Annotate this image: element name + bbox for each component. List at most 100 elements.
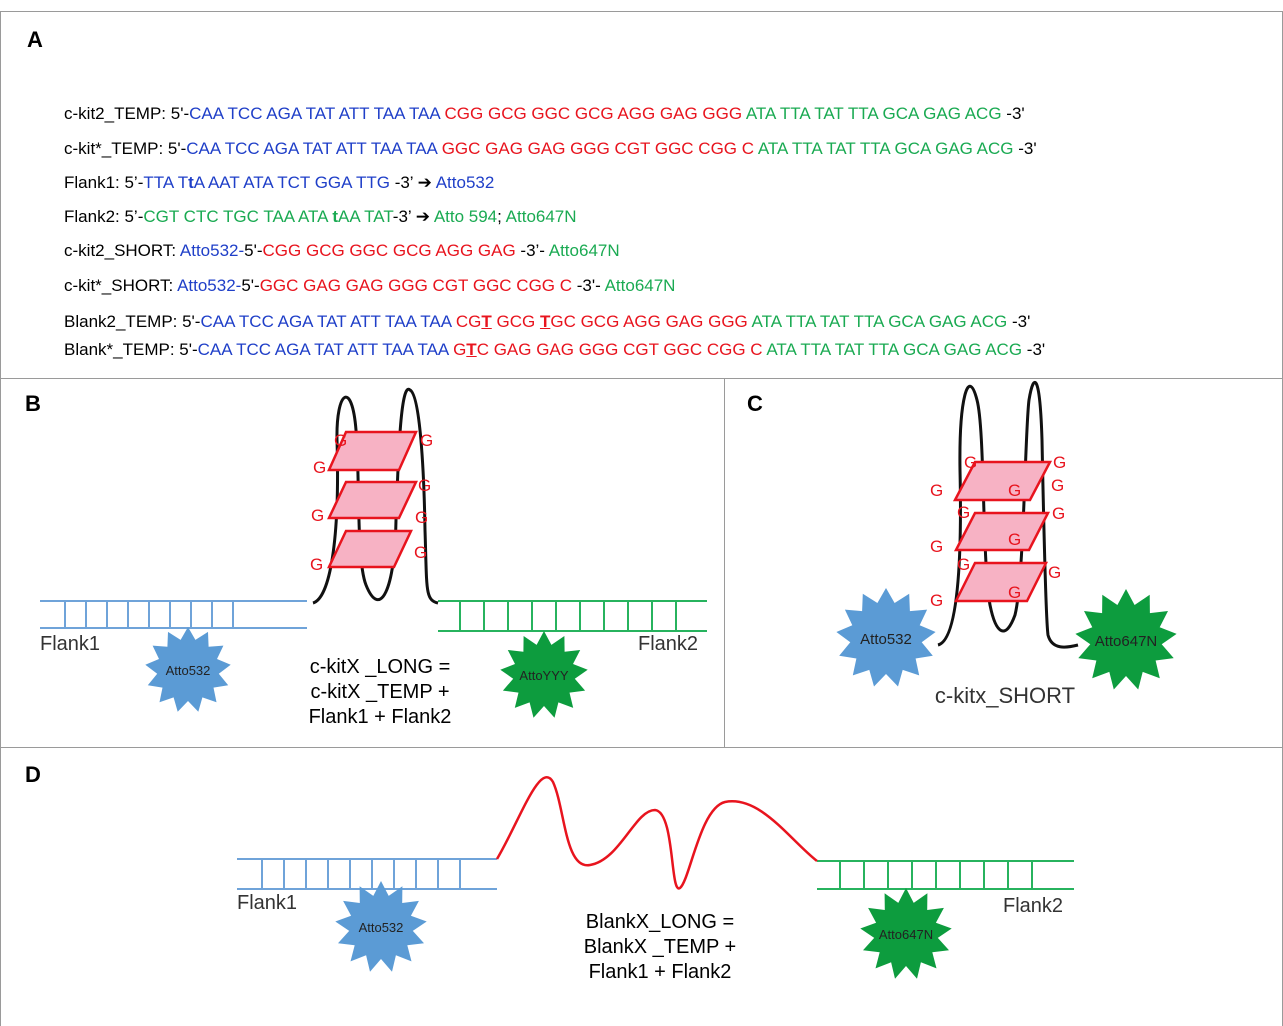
flank1-duplex	[40, 600, 307, 629]
atto647n-label: Atto647N	[879, 927, 933, 942]
sequence-segment: T	[539, 312, 551, 331]
sequence-segment: t	[332, 207, 338, 226]
equation-line: BlankX_LONG =	[585, 911, 735, 933]
sequence-row: Blank*_TEMP: 5'-CAA TCC AGA TAT ATT TAA …	[64, 340, 1045, 360]
g-label: G	[334, 431, 347, 450]
sequence-segment: CAA TCC AGA TAT ATT TAA TAA	[197, 340, 454, 359]
sequence-segment: GGC GAG GAG GGG CGT GGC CGG C	[441, 139, 758, 158]
panel-c-label: C	[747, 391, 763, 416]
sequence-segment: CG	[455, 312, 482, 331]
sequence-segment: CAA TCC AGA TAT ATT TAA TAA	[189, 104, 445, 123]
sequence-segment: CGG GCG GGC GCG AGG GAG GGG	[444, 104, 746, 123]
g-label: G	[1008, 583, 1021, 602]
sequence-segment: -3'	[1018, 139, 1037, 158]
sequence-segment: ATA TTA TAT TTA GCA GAG ACG	[766, 340, 1027, 359]
sequence-segment: Atto 594	[433, 207, 498, 226]
g-label: G	[415, 508, 428, 527]
atto532-label: Atto532	[860, 631, 912, 648]
g-label: G	[1008, 481, 1021, 500]
sequence-segment: Blank2_TEMP: 5'-	[64, 312, 201, 331]
atto647n-star	[860, 888, 952, 979]
g-label: G	[957, 503, 970, 522]
equation-line: Flank1 + Flank2	[588, 961, 732, 983]
sequence-segment: ATA TTA TAT TTA GCA GAG ACG	[757, 139, 1019, 158]
atto647n-label: Atto647N	[1095, 633, 1158, 650]
flank2-duplex	[817, 860, 1074, 890]
sequence-segment: AA TAT	[337, 207, 393, 226]
sequence-segment: CGG GCG GGC GCG AGG GAG	[262, 241, 521, 260]
atto532-star	[145, 627, 231, 712]
g-label: G	[310, 555, 323, 574]
panel-a-label: A	[27, 27, 43, 52]
g-label: G	[964, 453, 977, 472]
sequence-segment: -3'	[1006, 104, 1025, 123]
sequence-segment: c-kit2_TEMP: 5'-	[64, 104, 190, 123]
sequence-segment: -3’ ➔	[394, 173, 436, 192]
quadruplex-strand	[937, 380, 1079, 649]
equation-line: BlankX _TEMP +	[583, 936, 737, 958]
sequence-segment: Atto647N	[548, 241, 620, 260]
g-label: G	[930, 537, 943, 556]
flank1-duplex	[237, 858, 497, 890]
sequence-segment: GC GCG AGG GAG GGG	[550, 312, 752, 331]
sequence-segment: Atto532-	[177, 276, 242, 295]
sequence-segment: -3'	[1026, 340, 1046, 359]
quadruplex-strand	[312, 387, 439, 605]
sequence-segment: Flank2: 5’-	[64, 207, 144, 226]
g-label: G	[930, 591, 943, 610]
sequence-segment: ;	[497, 207, 506, 226]
sequence-segment: GGC GAG GAG GGG CGT GGC CGG C	[259, 276, 577, 295]
sequence-row: c-kit*_SHORT: Atto532-5'-GGC GAG GAG GGG…	[64, 276, 675, 296]
sequence-segment: t	[188, 173, 194, 192]
panel-c-diagram: G G G G G G G G G G G G G Atto532 Atto64…	[836, 380, 1177, 708]
sequence-segment: T	[466, 340, 477, 359]
sequence-segment: c-kit*_TEMP: 5'-	[64, 139, 187, 158]
sequence-segment: CAA TCC AGA TAT ATT TAA TAA	[186, 139, 442, 158]
g-label: G	[313, 458, 326, 477]
sequence-segment: G	[453, 340, 467, 359]
sequence-row: Flank1: 5’-TTA TtA AAT ATA TCT GGA TTG -…	[64, 173, 494, 193]
sequence-segment: ATA TTA TAT TTA GCA GAG ACG	[751, 312, 1012, 331]
sequence-row: c-kit*_TEMP: 5'-CAA TCC AGA TAT ATT TAA …	[64, 139, 1037, 159]
g-label: G	[418, 476, 431, 495]
g-label: G	[1048, 563, 1061, 582]
panel-d: D	[0, 747, 1283, 1026]
sequence-segment: -3'-	[576, 276, 605, 295]
g-label: G	[420, 431, 433, 450]
quartet-g-labels: G G G G G G G G	[310, 431, 433, 574]
panel-d-diagram: Flank1 Flank2 Atto532 Atto647N	[237, 776, 1074, 979]
sequence-segment: 5'-	[241, 276, 260, 295]
sequence-segment: Atto532	[435, 173, 495, 192]
atto532-star	[335, 881, 427, 972]
sequence-segment: -3'	[1011, 312, 1031, 331]
flank2-duplex	[438, 600, 707, 632]
panel-b-label: B	[25, 391, 41, 416]
panel-a: A	[0, 11, 1283, 379]
equation-line: c-kitX _TEMP +	[310, 681, 450, 703]
g-label: G	[1053, 453, 1066, 472]
sequence-row: Blank2_TEMP: 5'-CAA TCC AGA TAT ATT TAA …	[64, 312, 1030, 332]
equation-line: Flank1 + Flank2	[308, 706, 452, 728]
sequence-segment: -3’ ➔	[392, 207, 434, 226]
blank-equation: BlankX_LONG = BlankX _TEMP + Flank1 + Fl…	[550, 910, 770, 985]
sequence-segment: 5'-	[244, 241, 263, 260]
g-label: G	[414, 543, 427, 562]
equation-line: c-kitX _LONG =	[309, 656, 451, 678]
sequence-segment: TTA T	[143, 173, 189, 192]
atto532-star	[836, 588, 936, 687]
sequence-segment: c-kit2_SHORT:	[64, 241, 180, 260]
g-label: G	[930, 481, 943, 500]
sequence-segment: Blank*_TEMP: 5'-	[64, 340, 198, 359]
panel-d-label: D	[25, 762, 41, 787]
sequence-row: c-kit2_SHORT: Atto532-5'-CGG GCG GGC GCG…	[64, 241, 620, 261]
g-label: G	[1008, 530, 1021, 549]
flank1-label: Flank1	[237, 892, 297, 914]
g-label: G	[1052, 504, 1065, 523]
attoyyy-star	[500, 631, 588, 718]
quartet-g-labels: G G G G G G G G G G G G G	[930, 453, 1066, 610]
sequence-segment: ATA TTA TAT TTA GCA GAG ACG	[745, 104, 1007, 123]
sequence-segment: A AAT ATA TCT GGA TTG	[193, 173, 395, 192]
g-quartet-stack	[952, 460, 1053, 603]
long-equation: c-kitX _LONG = c-kitX _TEMP + Flank1 + F…	[280, 655, 480, 730]
sequence-segment: CGT CTC TGC TAA ATA	[143, 207, 333, 226]
